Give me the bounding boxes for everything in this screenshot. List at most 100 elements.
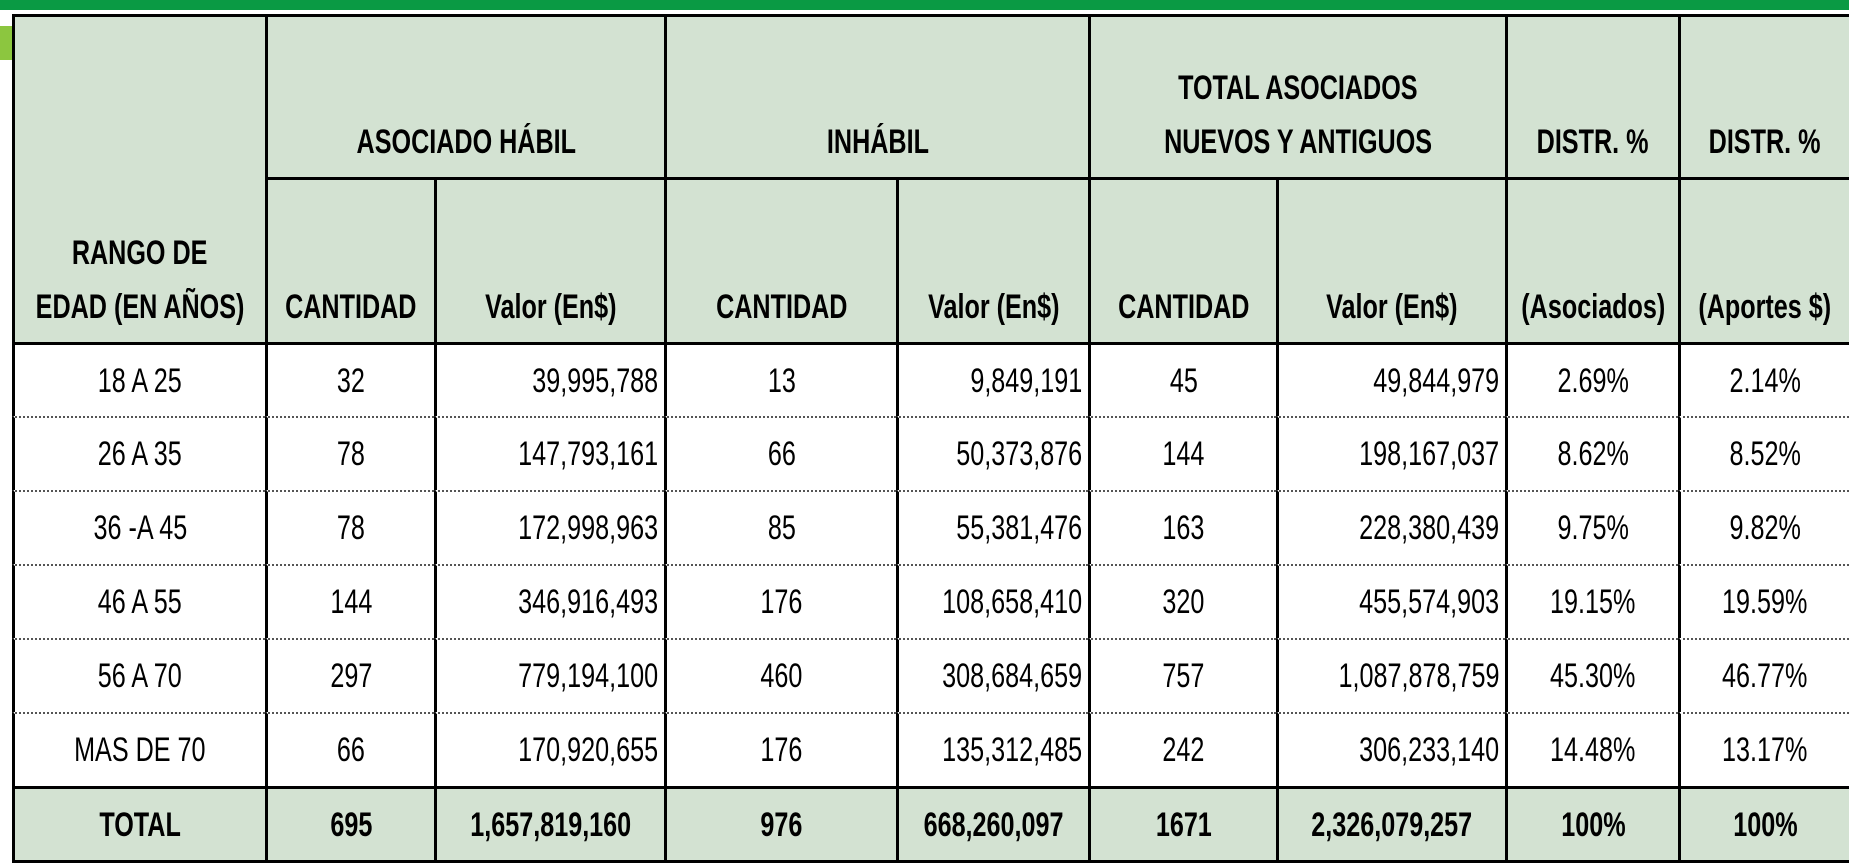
cell-text: 144 [330, 583, 372, 621]
total-cell: 2,326,079,257 [1276, 786, 1505, 863]
data-cell: 308,684,659 [896, 638, 1088, 712]
cell-text: Valor (En$) [1326, 288, 1458, 326]
data-cell: 78 [265, 416, 434, 490]
column-header: Valor (En$) [1276, 177, 1505, 342]
cell-text: 1,087,878,759 [1338, 657, 1499, 695]
data-cell: 198,167,037 [1276, 416, 1505, 490]
cell-text: 78 [336, 509, 365, 547]
data-cell: 320 [1088, 564, 1276, 638]
total-cell: 100% [1678, 786, 1849, 863]
data-cell: 19.59% [1678, 564, 1849, 638]
cell-text: TOTAL [99, 805, 181, 844]
cell-text: MAS DE 70 [74, 731, 206, 769]
cell-text: 55,381,476 [956, 509, 1082, 547]
group-header: ASOCIADO HÁBIL [265, 14, 664, 177]
cell-text: CANTIDAD [715, 288, 848, 326]
data-cell: 46.77% [1678, 638, 1849, 712]
group-header: TOTAL ASOCIADOS NUEVOS Y ANTIGUOS [1088, 14, 1505, 177]
data-cell: 163 [1088, 490, 1276, 564]
total-cell: TOTAL [12, 786, 265, 863]
data-cell: 455,574,903 [1276, 564, 1505, 638]
data-cell: 297 [265, 638, 434, 712]
cell-text: DISTR. % [1709, 123, 1821, 161]
data-cell: 55,381,476 [896, 490, 1088, 564]
total-cell: 1,657,819,160 [434, 786, 664, 863]
cell-text: 2.69% [1557, 361, 1629, 400]
cell-text: 757 [1162, 657, 1205, 695]
cell-text: EDAD (EN AÑOS) [35, 288, 245, 326]
data-cell: 45 [1088, 342, 1276, 416]
cell-text: 46 A 55 [98, 583, 182, 621]
data-cell: 228,380,439 [1276, 490, 1505, 564]
cell-text: 228,380,439 [1359, 509, 1499, 547]
cell-text: DISTR. % [1537, 123, 1649, 161]
cell-text: 460 [760, 657, 803, 695]
data-cell: MAS DE 70 [12, 712, 265, 786]
data-cell: 9,849,191 [896, 342, 1088, 416]
cell-text: CANTIDAD [1117, 288, 1250, 326]
cell-text: 32 [336, 361, 365, 400]
total-cell: 695 [265, 786, 434, 863]
cell-text: 1671 [1155, 805, 1212, 844]
cell-text: 242 [1162, 731, 1205, 769]
cell-text: 49,844,979 [1373, 361, 1499, 400]
cell-text: 46.77% [1722, 657, 1808, 695]
data-cell: 1,087,878,759 [1276, 638, 1505, 712]
data-cell: 50,373,876 [896, 416, 1088, 490]
data-cell: 108,658,410 [896, 564, 1088, 638]
cell-text: 14.48% [1550, 731, 1636, 769]
cell-text: 2,326,079,257 [1311, 805, 1473, 844]
data-cell: 242 [1088, 712, 1276, 786]
data-cell: 8.52% [1678, 416, 1849, 490]
cell-text: 18 A 25 [98, 361, 182, 400]
data-cell: 19.15% [1505, 564, 1678, 638]
cell-text: 176 [760, 731, 803, 769]
data-cell: 9.82% [1678, 490, 1849, 564]
cell-text: 308,684,659 [942, 657, 1082, 695]
cell-text: 8.62% [1557, 435, 1629, 473]
data-cell: 170,920,655 [434, 712, 664, 786]
data-cell: 78 [265, 490, 434, 564]
cell-text: 9.75% [1557, 509, 1629, 547]
data-cell: 460 [664, 638, 896, 712]
data-cell: 9.75% [1505, 490, 1678, 564]
cell-text: 9.82% [1729, 509, 1801, 547]
cell-text: 66 [336, 731, 365, 769]
data-cell: 2.69% [1505, 342, 1678, 416]
data-cell: 45.30% [1505, 638, 1678, 712]
cell-text: 455,574,903 [1359, 583, 1499, 621]
cell-text: 56 A 70 [98, 657, 182, 695]
column-header: Valor (En$) [434, 177, 664, 342]
data-cell: 18 A 25 [12, 342, 265, 416]
cell-text: 172,998,963 [518, 509, 658, 547]
cell-text: 13 [767, 361, 796, 400]
total-cell: 668,260,097 [896, 786, 1088, 863]
cell-text: 668,260,097 [923, 805, 1064, 844]
data-cell: 56 A 70 [12, 638, 265, 712]
data-cell: 46 A 55 [12, 564, 265, 638]
cell-text: 779,194,100 [518, 657, 658, 695]
data-cell: 36 -A 45 [12, 490, 265, 564]
cell-text: NUEVOS Y ANTIGUOS [1164, 123, 1432, 161]
cell-text: 50,373,876 [956, 435, 1082, 473]
cell-text: 1,657,819,160 [470, 805, 631, 844]
cell-text: 9,849,191 [970, 361, 1082, 400]
cell-text: (Asociados) [1521, 288, 1665, 326]
cell-text: 8.52% [1729, 435, 1801, 473]
cell-text: 306,233,140 [1359, 731, 1499, 769]
cell-text: 108,658,410 [942, 583, 1082, 621]
data-cell: 176 [664, 712, 896, 786]
data-cell: 346,916,493 [434, 564, 664, 638]
column-header: (Asociados) [1505, 177, 1678, 342]
cell-text: 170,920,655 [518, 731, 658, 769]
column-header: CANTIDAD [265, 177, 434, 342]
cell-text: 19.59% [1722, 583, 1808, 621]
cell-text: 346,916,493 [518, 583, 658, 621]
data-cell: 49,844,979 [1276, 342, 1505, 416]
cell-text: 45 [1169, 361, 1198, 400]
cell-text: 13.17% [1722, 731, 1808, 769]
cell-text: INHÁBIL [826, 123, 929, 161]
cell-text: CANTIDAD [285, 288, 417, 326]
cell-text: 144 [1162, 435, 1205, 473]
